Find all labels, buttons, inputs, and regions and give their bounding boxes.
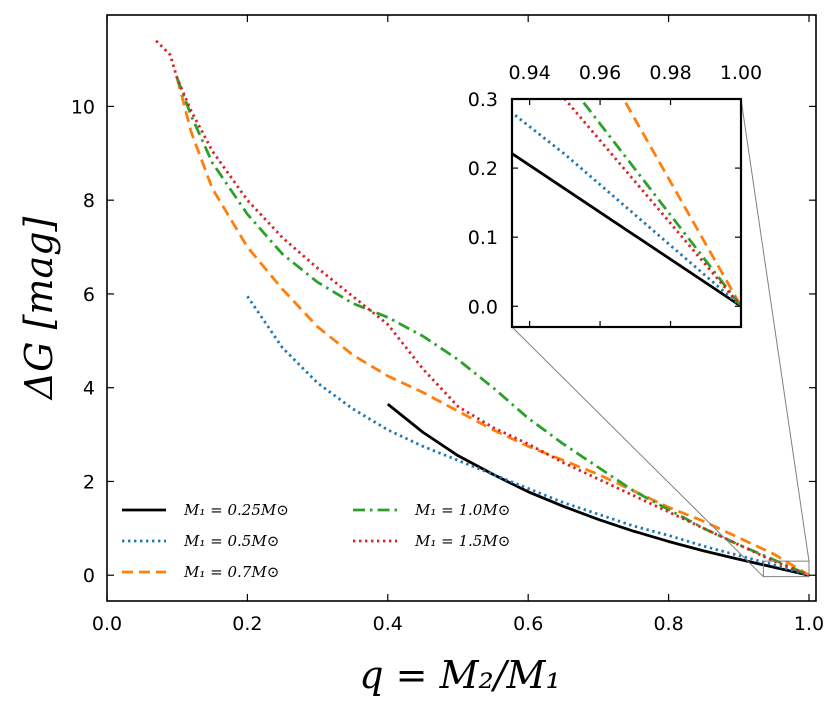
series-layer — [155, 39, 810, 577]
inset-y-tick-label: 0.3 — [468, 89, 498, 111]
legend-label: M₁ = 0.5M⊙ — [183, 532, 279, 550]
zoom-region-box — [762, 560, 810, 578]
inset-x-tick-label: 0.96 — [579, 62, 621, 84]
series-line — [246, 295, 810, 577]
y-tick-label: 2 — [83, 471, 95, 493]
inset-x-tick-label: 1.00 — [720, 62, 762, 84]
zoom-connector-line — [740, 98, 810, 562]
inset-x-tick-label: 0.98 — [649, 62, 691, 84]
x-tick-label: 0.8 — [653, 613, 683, 635]
inset-y-tick-label: 0.2 — [468, 158, 498, 180]
inset-ticks: 0.94 0.96 0.98 1.00 0.0 0.1 0.2 0.3 — [468, 62, 762, 327]
plot-frame — [106, 14, 817, 602]
y-tick-label: 0 — [83, 565, 95, 587]
y-tick-label: 8 — [83, 190, 95, 212]
series-line — [175, 77, 810, 577]
x-tick-label: 0.0 — [92, 613, 122, 635]
inset-x-tick-label: 0.94 — [508, 62, 550, 84]
series-line — [386, 403, 810, 577]
inset-background — [512, 99, 741, 327]
legend-label: M₁ = 0.25M⊙ — [183, 501, 289, 519]
legend-label: M₁ = 1.0M⊙ — [414, 501, 510, 519]
y-axis-label: ΔG [mag] — [17, 217, 61, 402]
inset-y-tick-label: 0.1 — [468, 227, 498, 249]
y-tick-label: 4 — [83, 378, 95, 400]
x-tick-label: 1.0 — [794, 613, 824, 635]
series-line — [155, 39, 810, 577]
x-axis-label: q = M₂/M₁ — [359, 653, 560, 697]
legend-label: M₁ = 1.5M⊙ — [414, 532, 510, 550]
x-tick-label: 0.2 — [232, 613, 262, 635]
inset-y-tick-label: 0.0 — [468, 296, 498, 318]
inset-frame — [510, 97, 743, 329]
legend: M₁ = 0.25M⊙ M₁ = 0.5M⊙ M₁ = 0.7M⊙ M₁ = 1.0M… — [122, 501, 510, 581]
legend-label: M₁ = 0.7M⊙ — [183, 563, 279, 581]
x-tick-label: 0.4 — [373, 613, 403, 635]
series-line — [175, 77, 810, 577]
x-tick-label: 0.6 — [513, 613, 543, 635]
zoom-connector-line — [511, 326, 764, 577]
y-tick-label: 10 — [71, 96, 95, 118]
y-tick-label: 6 — [83, 284, 95, 306]
